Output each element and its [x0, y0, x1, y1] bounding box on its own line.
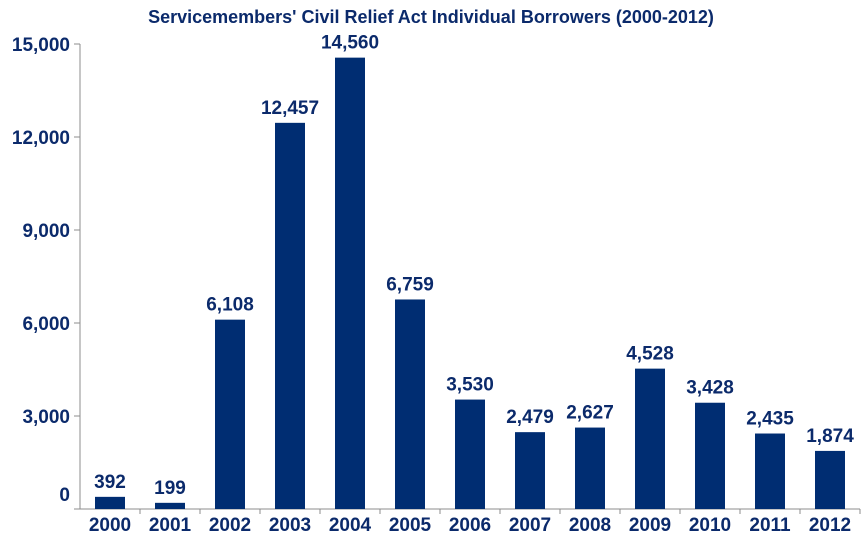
- data-label-2001: 199: [154, 478, 186, 499]
- x-tick-label: 2011: [749, 515, 791, 536]
- bar-2006: [455, 399, 485, 509]
- y-tick-label: 3,000: [22, 407, 70, 428]
- bar-2004: [335, 57, 365, 509]
- x-tick-label: 2003: [269, 515, 311, 536]
- data-label-2009: 4,528: [626, 344, 674, 365]
- bar-2011: [755, 433, 785, 509]
- data-label-2007: 2,479: [506, 407, 554, 428]
- y-tick-label: 15,000: [12, 35, 70, 56]
- bar-2003: [275, 122, 305, 509]
- x-tick-label: 2007: [509, 515, 551, 536]
- x-tick-label: 2012: [809, 515, 851, 536]
- y-axis-ticks: 0 3,000 6,000 9,000 12,000 15,000: [12, 35, 80, 510]
- data-label-2008: 2,627: [566, 403, 614, 424]
- x-tick-label: 2005: [389, 515, 432, 536]
- data-label-2004: 14,560: [321, 33, 379, 54]
- data-label-2006: 3,530: [446, 375, 494, 396]
- bar-2010: [695, 402, 725, 509]
- y-tick-label: 9,000: [22, 221, 70, 242]
- data-label-2000: 392: [94, 472, 126, 493]
- data-label-2010: 3,428: [686, 378, 734, 399]
- x-tick-label: 2004: [329, 515, 372, 536]
- x-axis-ticks: 2000 2001 2002 2003 2004 2005 2006 2007 2008 2009…: [89, 509, 861, 536]
- bar-2008: [575, 427, 605, 509]
- bar-2001: [155, 502, 185, 509]
- x-tick-label: 2009: [629, 515, 671, 536]
- x-tick-label: 2008: [569, 515, 611, 536]
- y-tick-label: 0: [59, 485, 70, 506]
- data-label-2003: 12,457: [261, 98, 319, 119]
- data-label-2002: 6,108: [206, 295, 254, 316]
- bar-2005: [395, 299, 425, 509]
- chart-title: Servicemembers' Civil Relief Act Individ…: [148, 7, 714, 27]
- bars-group: 392 199 6,108 12,457 14,560 6,759 3,530 2,479 2,…: [94, 33, 854, 509]
- x-tick-label: 2001: [149, 515, 192, 536]
- data-label-2012: 1,874: [806, 426, 854, 447]
- bar-2002: [215, 319, 245, 509]
- x-tick-label: 2006: [449, 515, 491, 536]
- y-tick-label: 12,000: [12, 128, 70, 149]
- bar-2012: [815, 450, 845, 509]
- x-tick-label: 2000: [89, 515, 131, 536]
- x-tick-label: 2002: [209, 515, 251, 536]
- bar-2007: [515, 432, 545, 509]
- bar-2009: [635, 368, 665, 509]
- data-label-2005: 6,759: [386, 274, 434, 295]
- bar-2000: [95, 496, 125, 509]
- x-tick-label: 2010: [689, 515, 731, 536]
- y-tick-label: 6,000: [22, 314, 70, 335]
- data-label-2011: 2,435: [746, 409, 794, 430]
